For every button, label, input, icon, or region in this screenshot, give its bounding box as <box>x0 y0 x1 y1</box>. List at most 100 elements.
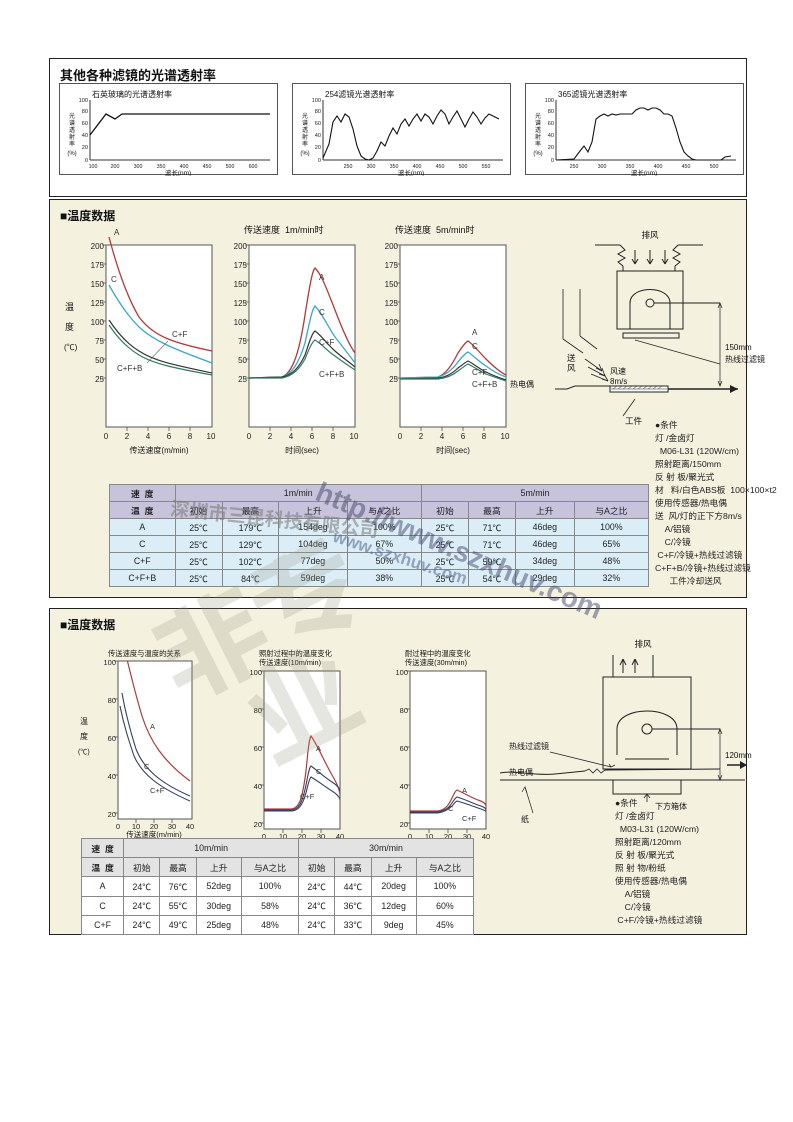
svg-text:射: 射 <box>302 133 308 141</box>
svg-text:光: 光 <box>302 112 308 120</box>
svg-text:120mm: 120mm <box>725 751 752 760</box>
svg-text:100: 100 <box>91 318 105 327</box>
svg-text:0: 0 <box>318 158 321 164</box>
svg-text:50: 50 <box>238 356 247 365</box>
svg-text:谱: 谱 <box>69 119 75 127</box>
svg-text:透: 透 <box>302 126 308 134</box>
svg-text:80: 80 <box>315 109 321 115</box>
svg-text:50: 50 <box>95 356 104 365</box>
svg-text:80: 80 <box>548 109 554 115</box>
svg-text:450: 450 <box>203 164 212 170</box>
svg-text:(%): (%) <box>300 151 309 157</box>
svg-text:射: 射 <box>69 133 75 141</box>
svg-text:风速: 风速 <box>610 367 626 376</box>
svg-text:率: 率 <box>302 140 308 148</box>
svg-text:A: A <box>472 328 478 337</box>
svg-text:60: 60 <box>108 734 116 743</box>
svg-text:25: 25 <box>389 375 398 384</box>
svg-text:波长(nm): 波长(nm) <box>165 168 191 176</box>
svg-text:(%): (%) <box>533 151 542 157</box>
svg-text:200: 200 <box>234 242 248 251</box>
svg-text:175: 175 <box>91 261 105 270</box>
svg-text:40: 40 <box>186 822 194 831</box>
svg-text:工件: 工件 <box>625 416 643 426</box>
svg-text:4: 4 <box>440 432 445 441</box>
svg-text:500: 500 <box>459 164 468 170</box>
svg-text:C+F: C+F <box>319 338 334 347</box>
svg-text:200: 200 <box>91 242 105 251</box>
svg-text:25: 25 <box>95 375 104 384</box>
svg-text:300: 300 <box>134 164 143 170</box>
svg-text:100: 100 <box>385 318 399 327</box>
svg-text:6: 6 <box>167 432 172 441</box>
svg-text:透: 透 <box>69 126 75 134</box>
svg-text:75: 75 <box>238 337 247 346</box>
svg-text:600: 600 <box>249 164 258 170</box>
svg-text:200: 200 <box>111 164 120 170</box>
svg-text:排风: 排风 <box>641 230 659 240</box>
svg-text:10: 10 <box>350 432 359 441</box>
svg-text:60: 60 <box>315 121 321 127</box>
svg-text:4: 4 <box>146 432 151 441</box>
svg-text:时间(sec): 时间(sec) <box>285 445 319 455</box>
svg-text:75: 75 <box>389 337 398 346</box>
svg-text:10: 10 <box>501 432 510 441</box>
svg-text:排风: 排风 <box>634 639 652 649</box>
svg-text:8: 8 <box>331 432 336 441</box>
svg-text:C+F+B: C+F+B <box>117 364 142 373</box>
svg-text:80: 80 <box>82 109 88 115</box>
svg-text:C+F: C+F <box>150 786 165 795</box>
svg-text:热线过滤镜: 热线过滤镜 <box>725 354 765 364</box>
svg-text:20: 20 <box>82 145 88 151</box>
svg-text:C: C <box>111 275 117 284</box>
svg-text:100: 100 <box>234 318 248 327</box>
svg-text:125: 125 <box>91 299 105 308</box>
svg-text:100: 100 <box>79 98 88 104</box>
svg-text:100: 100 <box>312 98 321 104</box>
svg-text:200: 200 <box>385 242 399 251</box>
svg-text:300: 300 <box>598 164 607 170</box>
svg-text:4: 4 <box>289 432 294 441</box>
svg-text:波长(nm): 波长(nm) <box>398 168 424 176</box>
svg-text:100: 100 <box>89 164 98 170</box>
svg-text:40: 40 <box>108 772 116 781</box>
svg-text:率: 率 <box>535 140 541 148</box>
svg-text:6: 6 <box>461 432 466 441</box>
svg-text:8: 8 <box>482 432 487 441</box>
svg-text:谱: 谱 <box>302 119 308 127</box>
svg-text:C: C <box>144 762 150 771</box>
svg-text:C+F: C+F <box>462 814 477 823</box>
svg-text:8m/s: 8m/s <box>610 377 627 386</box>
svg-text:波长(nm): 波长(nm) <box>631 168 657 176</box>
svg-text:250: 250 <box>344 164 353 170</box>
svg-text:2: 2 <box>125 432 130 441</box>
svg-text:热线过滤镜: 热线过滤镜 <box>509 741 549 751</box>
svg-text:250: 250 <box>570 164 579 170</box>
svg-text:20: 20 <box>108 810 116 819</box>
svg-text:送: 送 <box>567 353 576 363</box>
svg-text:C+F: C+F <box>472 368 487 377</box>
svg-text:175: 175 <box>385 261 399 270</box>
svg-text:风: 风 <box>567 363 576 373</box>
svg-text:550: 550 <box>482 164 491 170</box>
svg-text:C+F+B: C+F+B <box>472 380 497 389</box>
svg-text:A: A <box>319 273 325 282</box>
svg-text:0: 0 <box>551 158 554 164</box>
svg-text:450: 450 <box>682 164 691 170</box>
svg-text:50: 50 <box>389 356 398 365</box>
svg-text:125: 125 <box>385 299 399 308</box>
svg-text:175: 175 <box>234 261 248 270</box>
svg-text:300: 300 <box>367 164 376 170</box>
svg-text:125: 125 <box>234 299 248 308</box>
svg-text:A: A <box>114 228 120 237</box>
svg-text:C: C <box>319 308 325 317</box>
svg-text:C: C <box>448 804 454 813</box>
svg-text:100: 100 <box>103 658 116 667</box>
svg-text:40: 40 <box>482 832 490 841</box>
svg-text:40: 40 <box>315 133 321 139</box>
svg-text:A: A <box>462 786 467 795</box>
svg-text:150: 150 <box>385 280 399 289</box>
svg-text:20: 20 <box>400 820 408 829</box>
svg-text:2: 2 <box>268 432 273 441</box>
svg-text:透: 透 <box>535 126 541 134</box>
